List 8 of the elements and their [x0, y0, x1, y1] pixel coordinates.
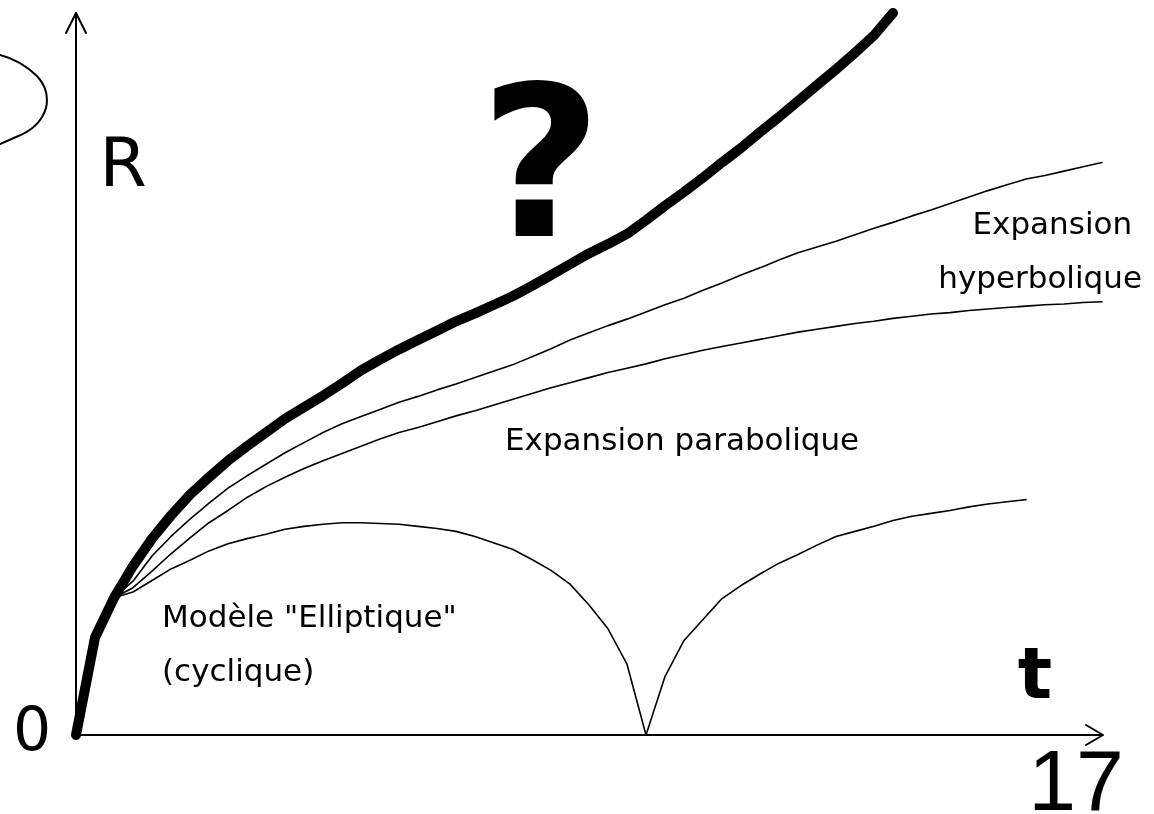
series-label: Modèle "Elliptique" (cyclique): [162, 598, 467, 688]
x-axis-title: t: [1017, 631, 1053, 715]
annotation: 17: [1028, 732, 1124, 814]
annotation: ?: [480, 40, 602, 286]
series-label: Expansion parabolique: [505, 421, 860, 457]
text: 0: [12, 694, 52, 764]
y-axis-title: R: [99, 122, 147, 202]
series-label: Expansion hyperbolique: [938, 205, 1142, 295]
